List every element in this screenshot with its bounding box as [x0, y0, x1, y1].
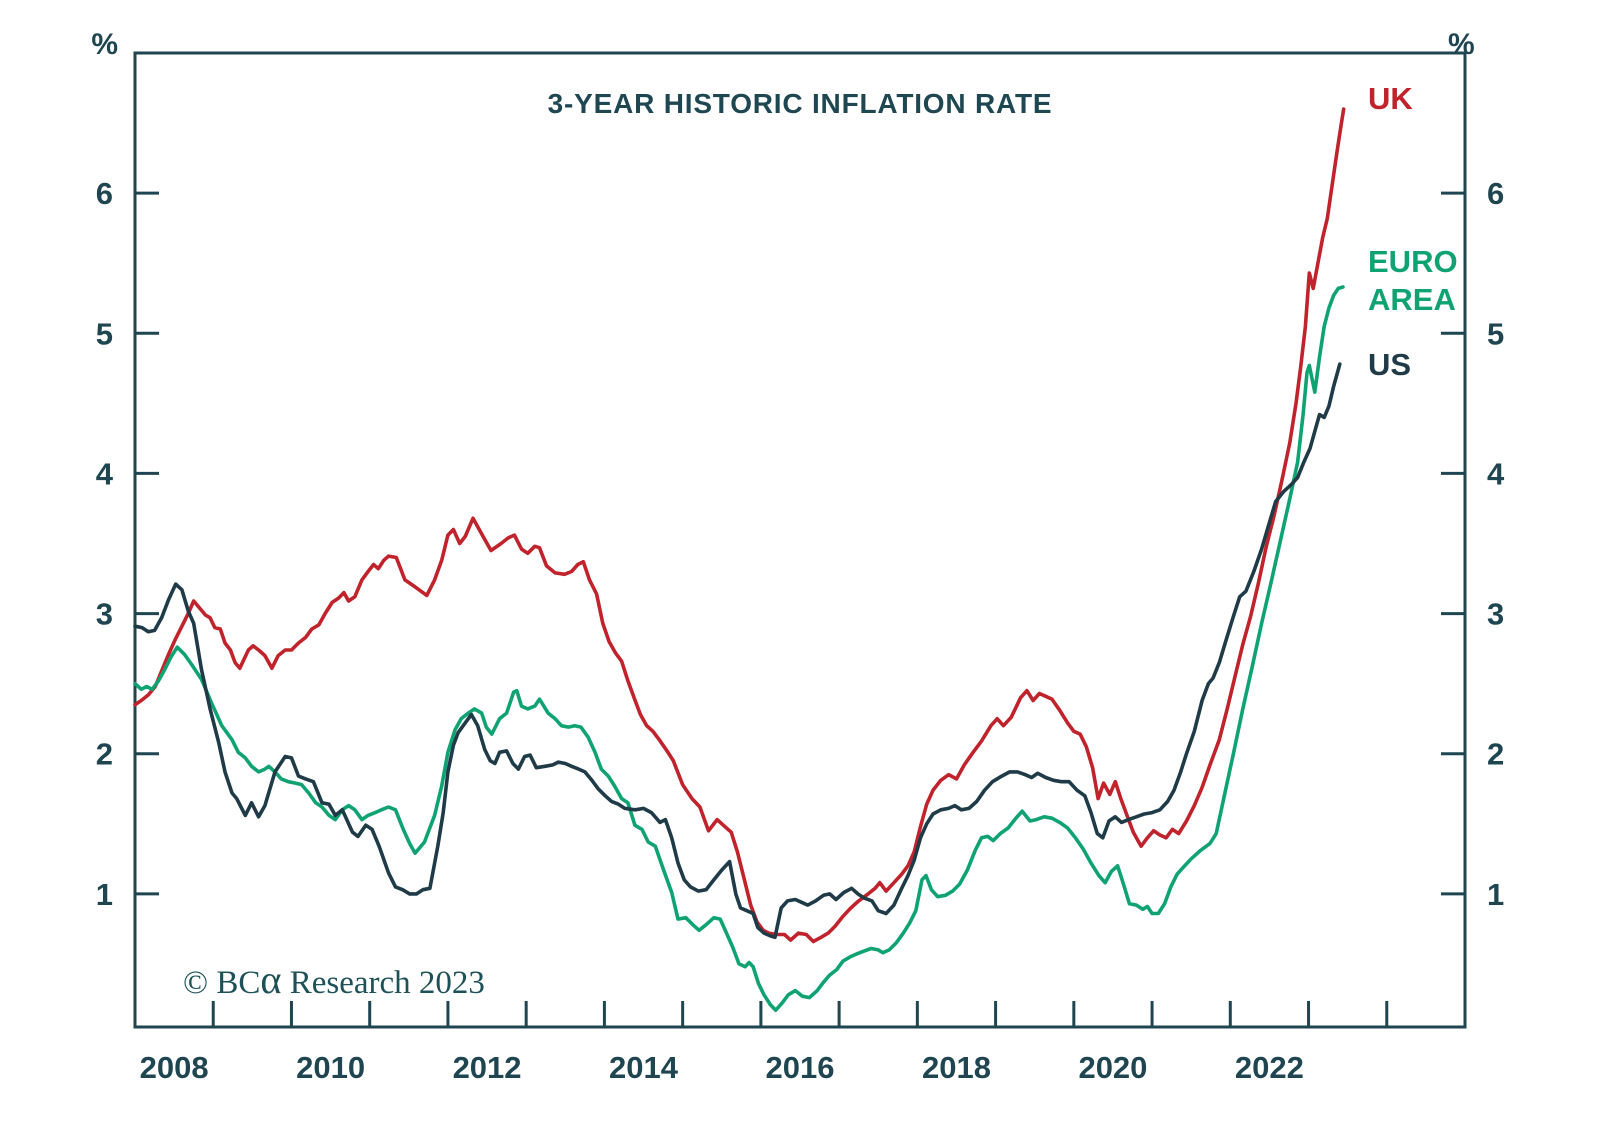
- bca-alpha-glyph: α: [260, 957, 282, 1002]
- x-tick-label: 2012: [453, 1050, 522, 1085]
- x-tick-label: 2018: [922, 1050, 991, 1085]
- y-tick-label-right: 3: [1487, 597, 1504, 632]
- y-tick-label-left: 4: [96, 456, 114, 491]
- copyright-watermark: © BCα Research 2023: [183, 957, 485, 1002]
- series-line-uk: [133, 107, 1346, 944]
- y-tick-label-right: 4: [1487, 456, 1505, 491]
- y-tick-label-right: 5: [1487, 316, 1504, 351]
- y-tick-label-right: 6: [1487, 176, 1504, 211]
- x-tick-label: 2022: [1235, 1050, 1304, 1085]
- y-tick-label-left: 5: [96, 316, 113, 351]
- x-tick-label: 2014: [609, 1050, 679, 1085]
- y-tick-label-right: 2: [1487, 737, 1504, 772]
- series-line-us: [133, 362, 1342, 940]
- y-tick-label-left: 6: [96, 176, 113, 211]
- copyright-suffix: Research 2023: [281, 965, 485, 1001]
- legend-label-euro-area: EURO AREA: [1368, 244, 1458, 317]
- legend-label-uk: UK: [1368, 81, 1413, 116]
- legend-label-us: US: [1368, 347, 1412, 382]
- x-tick-label: 2016: [766, 1050, 835, 1085]
- y-tick-label-right: 1: [1487, 877, 1504, 912]
- y-axis-unit-left: %: [91, 28, 118, 61]
- x-tick-label: 2008: [140, 1050, 209, 1085]
- chart-title: 3-YEAR HISTORIC INFLATION RATE: [547, 88, 1053, 119]
- y-axis-unit-right: %: [1448, 28, 1475, 61]
- x-tick-label: 2010: [296, 1050, 365, 1085]
- y-tick-label-left: 3: [96, 597, 113, 632]
- copyright-prefix: © BC: [183, 965, 261, 1001]
- y-tick-label-left: 1: [96, 877, 113, 912]
- x-tick-label: 2020: [1078, 1050, 1147, 1085]
- y-tick-label-left: 2: [96, 737, 113, 772]
